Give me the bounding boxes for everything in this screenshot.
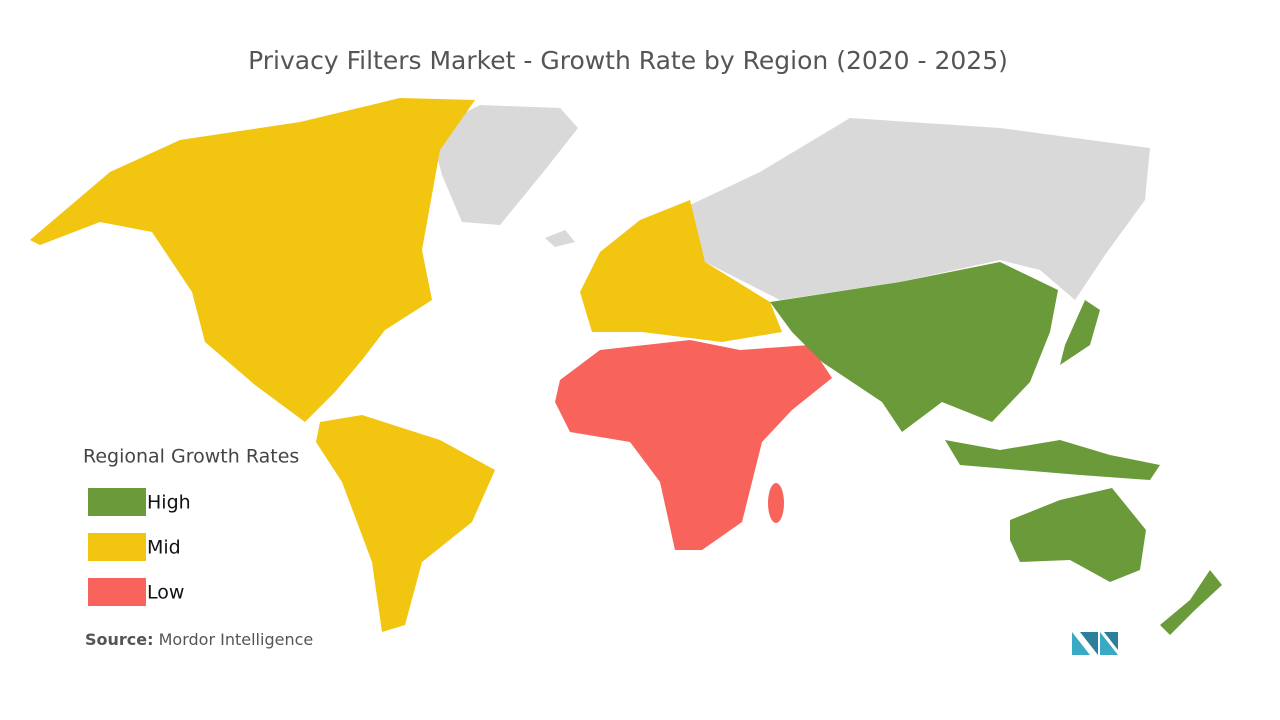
title: Privacy Filters Market - Growth Rate by …: [248, 46, 1008, 75]
asia: [770, 262, 1058, 432]
legend-label: Low: [147, 582, 184, 604]
europe: [580, 200, 782, 342]
madagascar: [768, 483, 784, 523]
world-map: [30, 98, 1222, 635]
source-text: Mordor Intelligence: [159, 630, 314, 649]
legend-label: High: [147, 492, 191, 514]
iceland: [545, 230, 575, 247]
legend: Regional Growth Rates High Mid Low: [83, 446, 299, 606]
australia: [1010, 488, 1146, 582]
source: Source: Mordor Intelligence: [85, 630, 313, 649]
southeast-asia-islands: [945, 440, 1160, 480]
logo-part: [1100, 632, 1118, 655]
logo-part: [1072, 632, 1090, 655]
logo-part: [1104, 632, 1118, 650]
new-zealand: [1160, 570, 1222, 635]
source-label: Source:: [85, 630, 154, 649]
logo: [1072, 632, 1118, 655]
south-america: [316, 415, 495, 632]
legend-label: Mid: [147, 537, 181, 559]
legend-swatch: [88, 488, 146, 516]
greenland: [430, 105, 578, 225]
africa-middle-east: [555, 340, 832, 550]
legend-swatch: [88, 578, 146, 606]
japan: [1060, 300, 1100, 365]
logo-part: [1080, 632, 1098, 655]
russia: [690, 118, 1150, 300]
legend-swatch: [88, 533, 146, 561]
legend-title: Regional Growth Rates: [83, 446, 299, 468]
north-america: [30, 98, 475, 422]
